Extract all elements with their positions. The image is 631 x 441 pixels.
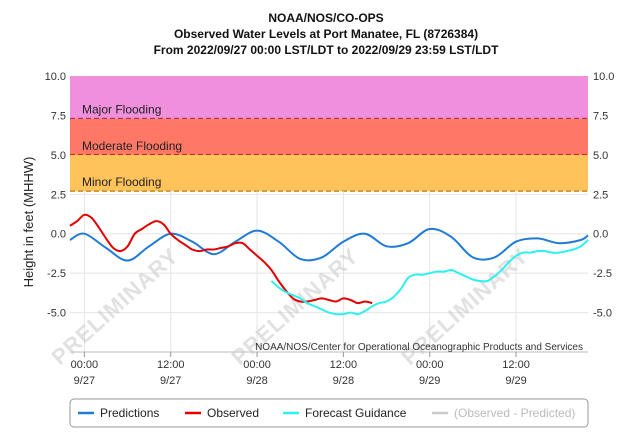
flood-band-label-1: Moderate Flooding [82,139,182,153]
x-tick-date-1: 9/27 [160,375,181,387]
series-line-2 [270,239,589,316]
y-tick-right-6: -5.0 [593,308,612,320]
y-tick-right-5: -2.5 [593,268,612,280]
y-tick-left-3: 2.5 [51,189,66,201]
x-tick-date-0: 9/27 [74,375,95,387]
y-tick-right-4: 0.0 [593,229,608,241]
legend-box [69,398,589,428]
flood-band-0 [70,76,588,119]
y-tick-left-6: -5.0 [47,308,66,320]
credit-text: NOAA/NOS/Center for Operational Oceanogr… [255,342,583,353]
x-tick-labels: 00:00 9/27 12:00 9/27 00:00 9/28 12:00 9/28 00:0… [71,352,530,387]
series-line-0 [69,227,589,262]
legend-label-2: Forecast Guidance [305,406,407,420]
x-tick-date-5: 9/29 [505,375,526,387]
x-tick-time-3: 12:00 [330,359,358,371]
y-tick-right-3: 2.5 [593,189,608,201]
y-tick-left-1: 7.5 [51,110,66,122]
series-line-1 [69,213,373,305]
legend-label-0: Predictions [100,406,159,420]
x-tick-time-5: 12:00 [502,359,530,371]
flood-band-1 [70,118,588,155]
chart-date-range: From 2022/09/27 00:00 LST/LDT to 2022/09… [154,43,499,57]
chart-title: NOAA/NOS/CO-OPS [268,11,383,25]
y-tick-right-2: 5.0 [593,150,608,162]
y-tick-labels: 10.0 10.0 7.5 7.5 5.0 5.0 2.5 2.5 0.0 0.0 -2.5 -2.5… [45,71,615,320]
legend: Predictions Observed Forecast Guidance (Obs… [69,398,589,428]
flood-band-label-2: Minor Flooding [82,175,161,189]
x-tick-time-0: 00:00 [71,359,99,371]
legend-label-3: (Observed - Predicted) [454,406,575,420]
flood-bands: Major Flooding Moderate Flooding Minor Flo… [70,76,588,192]
x-tick-time-1: 12:00 [157,359,185,371]
y-tick-left-2: 5.0 [51,150,66,162]
y-tick-right-0: 10.0 [593,71,614,83]
y-tick-right-1: 7.5 [593,110,608,122]
flood-band-label-0: Major Flooding [82,103,161,117]
watermark-0: PRELIMINARY [47,243,184,370]
y-tick-left-0: 10.0 [45,71,66,83]
x-tick-date-3: 9/28 [333,375,354,387]
data-series [69,213,589,316]
x-tick-date-2: 9/28 [246,375,267,387]
x-tick-time-4: 00:00 [416,359,444,371]
legend-label-1: Observed [207,406,259,420]
y-tick-left-5: -2.5 [47,268,66,280]
x-tick-time-2: 00:00 [243,359,271,371]
flood-band-2 [70,154,588,192]
y-axis-label: Height in feet (MHHW) [21,157,36,288]
y-tick-left-4: 0.0 [51,229,66,241]
x-tick-date-4: 9/29 [419,375,440,387]
chart-subtitle: Observed Water Levels at Port Manatee, F… [174,27,478,41]
